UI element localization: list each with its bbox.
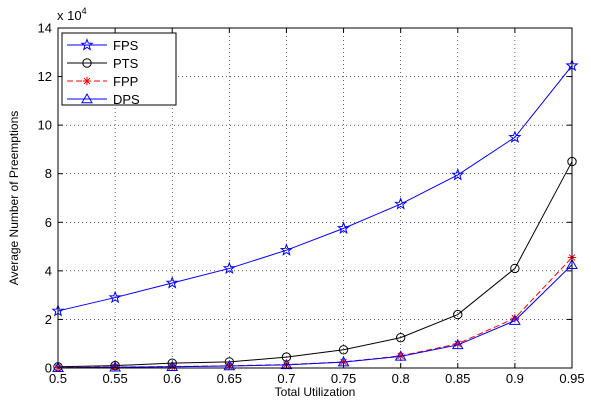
point-fps <box>222 261 236 275</box>
y-tick-label: 2 <box>45 312 52 327</box>
axis-ticks <box>57 27 573 369</box>
point-pts <box>510 263 520 274</box>
y-tick-label: 8 <box>45 166 52 181</box>
x-tick-label: 0.9 <box>506 371 524 386</box>
y-tick-label: 14 <box>38 21 52 36</box>
y-tick-label: 10 <box>38 118 52 133</box>
point-dps <box>509 314 521 325</box>
point-dps <box>223 360 236 371</box>
point-dps <box>280 358 293 370</box>
x-tick-label: 0.65 <box>217 371 242 386</box>
point-pts <box>395 332 406 343</box>
x-tick-label: 0.85 <box>445 371 470 386</box>
point-pts <box>453 309 463 320</box>
x-tick-label: 0.5 <box>49 371 67 386</box>
point-fps <box>451 167 465 181</box>
y-tick-label: 12 <box>38 69 52 84</box>
legend-marker-fps <box>80 38 94 51</box>
x-tick-label: 0.6 <box>163 371 181 386</box>
y-tick-label: 4 <box>45 263 52 278</box>
legend-marker-dps <box>81 92 93 104</box>
point-dps <box>109 361 121 372</box>
series-dps <box>52 258 578 373</box>
legend-label-dps: DPS <box>113 92 140 107</box>
legend-label-pts: PTS <box>113 56 139 71</box>
series-line-dps <box>57 264 573 369</box>
legend-label-fpp: FPP <box>113 74 138 89</box>
x-tick-label: 0.95 <box>559 371 584 386</box>
point-pts <box>338 345 349 355</box>
y-multiplier-exponent: 4 <box>82 6 87 16</box>
point-dps <box>394 350 407 361</box>
x-tick-label: 0.75 <box>331 371 356 386</box>
axis-tick-labels: 0.5 0.55 0.6 0.65 0.7 0.75 0.8 0.85 0.9 0.95 0 2 4 6 8… <box>38 21 585 387</box>
point-fps <box>108 290 122 304</box>
y-tick-label: 6 <box>45 215 52 230</box>
y-axis-label: Average Number of Preemptions <box>7 111 21 286</box>
point-fps <box>165 276 179 289</box>
point-fps <box>336 221 351 234</box>
plot-frame <box>57 27 573 369</box>
point-fps <box>508 130 522 143</box>
point-dps <box>166 360 179 372</box>
legend: FPS PTS FPP DPS <box>61 32 177 107</box>
point-fps <box>394 197 408 210</box>
point-fps <box>279 243 294 256</box>
x-axis-label: Total Utilization <box>275 385 356 399</box>
legend-label-fps: FPS <box>113 38 139 53</box>
x-tick-label: 0.8 <box>392 371 410 386</box>
point-dps <box>451 338 464 350</box>
legend-marker-fpp <box>82 76 92 86</box>
x-tick-label: 0.7 <box>277 371 295 386</box>
series-line-pts <box>57 161 573 368</box>
series-line-fps <box>57 65 573 312</box>
x-tick-label: 0.55 <box>102 371 127 386</box>
legend-marker-pts <box>82 58 92 68</box>
point-dps <box>52 361 64 373</box>
y-multiplier-label: x 104 <box>57 6 87 23</box>
y-tick-label: 0 <box>45 361 52 376</box>
